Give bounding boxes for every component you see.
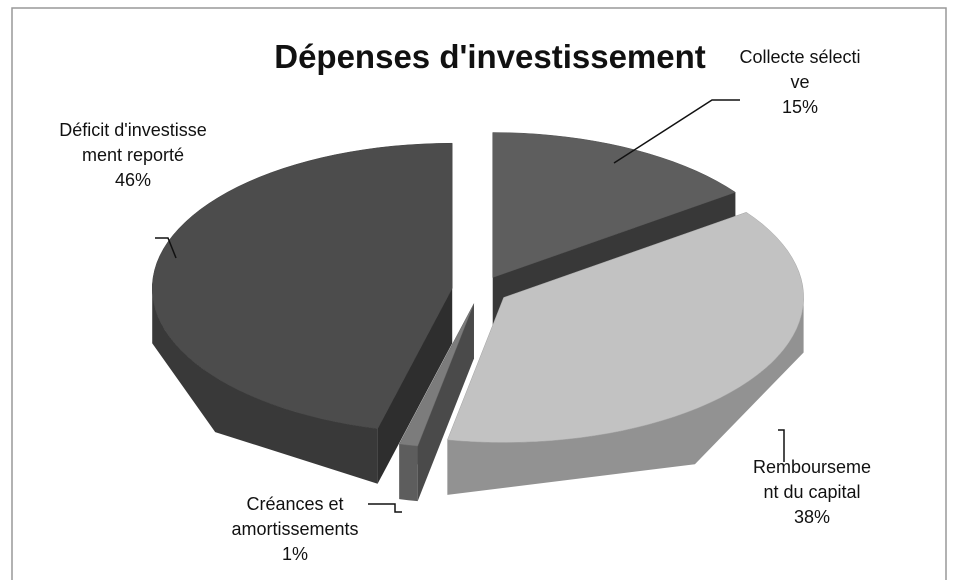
leader-line [613, 99, 740, 164]
leader-line [155, 237, 177, 259]
pie [152, 132, 804, 502]
slice [398, 303, 475, 447]
slice-label: Créances et amortissements 1% [220, 492, 370, 567]
category-label: Collecte sélective [739, 47, 861, 92]
leader-line [778, 429, 785, 462]
category-label: Créances et amortissements [231, 494, 359, 539]
slice-side [447, 297, 804, 495]
slice-side [152, 288, 378, 484]
category-label: Déficit d'investissement reporté [59, 120, 207, 165]
value-label: 46% [114, 170, 152, 190]
slice-label: Collecte sélective 15% [735, 45, 865, 120]
value-label: 38% [793, 507, 831, 527]
slice-wall [377, 288, 453, 484]
slice-side [399, 444, 418, 502]
slice [152, 142, 453, 429]
slice-label: Déficit d'investissement reporté 46% [58, 118, 208, 193]
slice-label: Remboursement du capital 38% [748, 455, 876, 530]
value-label: 15% [781, 97, 819, 117]
slice [492, 132, 736, 278]
chart-title: Dépenses d'investissement [274, 38, 706, 75]
chart-frame [11, 7, 947, 580]
value-label: 1% [281, 544, 308, 564]
category-label: Remboursement du capital [752, 457, 872, 502]
slice-tops [152, 132, 804, 447]
slice-wall [399, 303, 474, 500]
slice [447, 212, 804, 443]
leader-line [368, 503, 402, 513]
